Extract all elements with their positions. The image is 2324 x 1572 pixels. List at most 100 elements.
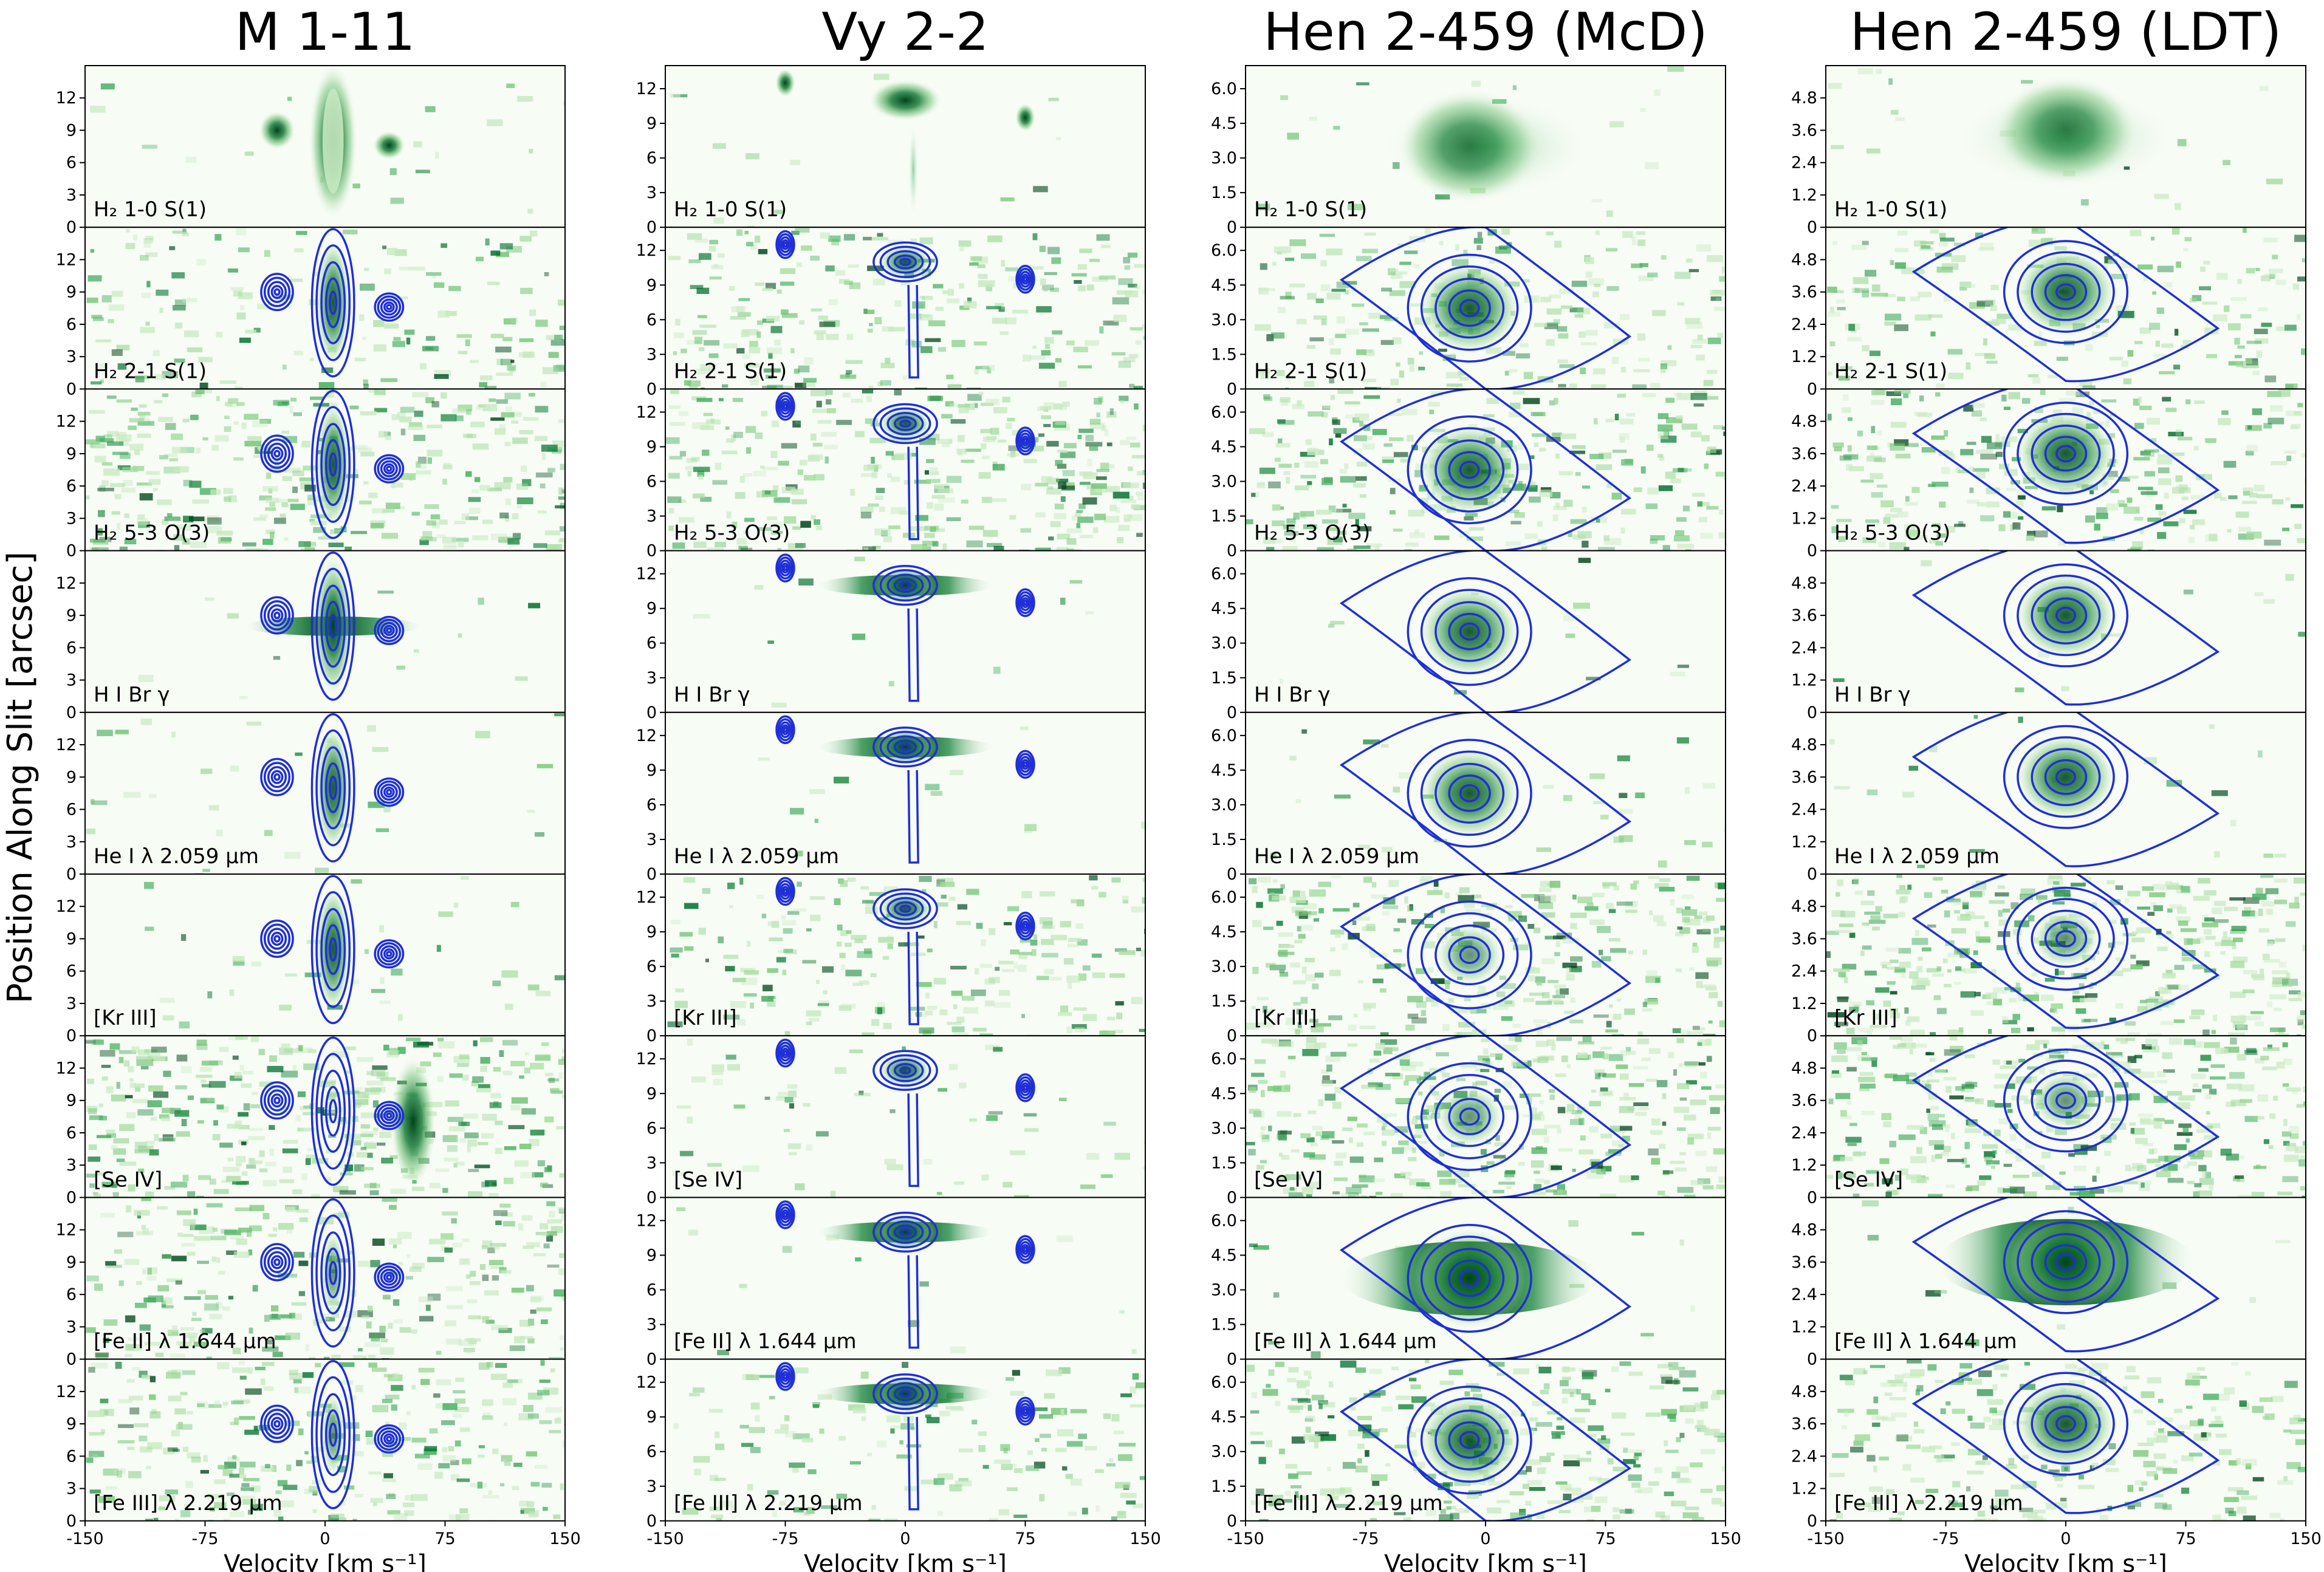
noise-pixel [163, 453, 178, 457]
noise-pixel [1060, 597, 1066, 605]
noise-pixel [1422, 941, 1436, 949]
noise-pixel [480, 1066, 487, 1072]
noise-pixel [1662, 1121, 1667, 1126]
noise-pixel [512, 533, 521, 539]
noise-pixel [541, 1042, 549, 1046]
noise-pixel [134, 1141, 148, 1149]
contour-level [781, 1209, 790, 1220]
noise-pixel [1265, 963, 1276, 968]
noise-pixel [1073, 346, 1088, 352]
noise-pixel [1594, 284, 1601, 287]
noise-pixel [493, 1246, 500, 1250]
noise-pixel [96, 1135, 111, 1138]
noise-pixel [985, 398, 999, 406]
noise-pixel [1676, 517, 1687, 522]
contour-set [1339, 1036, 1631, 1198]
noise-pixel [1557, 359, 1568, 364]
noise-pixel [527, 1501, 535, 1508]
noise-pixel [295, 1386, 311, 1394]
noise-pixel [1042, 284, 1054, 290]
contour-level [872, 726, 938, 768]
noise-pixel [1619, 1126, 1633, 1131]
contour-tail [907, 1417, 919, 1511]
noise-pixel [1509, 411, 1523, 418]
noise-pixel [1495, 1135, 1500, 1141]
noise-pixel [95, 436, 105, 442]
contour-level [1459, 460, 1480, 479]
noise-pixel [776, 289, 782, 294]
noise-pixel [262, 539, 273, 545]
contour-level [1015, 1396, 1035, 1426]
noise-pixel [1062, 1466, 1068, 1471]
noise-pixel [966, 889, 979, 895]
noise-pixel [298, 1291, 306, 1296]
contour-level [1407, 1062, 1532, 1171]
noise-pixel [1055, 1447, 1067, 1452]
y-tick-label: 1.5 [1211, 507, 1237, 526]
noise-pixel [1582, 1372, 1594, 1379]
noise-pixel [780, 281, 795, 286]
noise-pixel [436, 945, 441, 952]
noise-pixel [145, 926, 154, 931]
noise-pixel [744, 231, 749, 234]
noise-pixel [1407, 972, 1414, 979]
noise-pixel [127, 1446, 135, 1451]
noise-pixel [516, 484, 528, 490]
contour-level [320, 746, 346, 830]
noise-pixel [1278, 463, 1292, 468]
noise-pixel [1644, 998, 1659, 1005]
noise-pixel [1523, 372, 1534, 380]
emission-line-label: H₂ 2-1 S(1) [94, 359, 207, 383]
noise-pixel [1456, 1078, 1465, 1081]
noise-pixel [333, 1186, 349, 1192]
noise-pixel [1707, 1132, 1712, 1140]
noise-pixel [454, 1440, 461, 1447]
noise-pixel [235, 1036, 248, 1040]
noise-pixel [981, 443, 987, 449]
noise-pixel [1055, 137, 1061, 140]
noise-pixel [1023, 354, 1032, 362]
noise-pixel [1385, 1463, 1390, 1467]
noise-pixel [1414, 1124, 1428, 1129]
noise-pixel [1505, 905, 1513, 909]
noise-pixel [1723, 474, 1726, 480]
noise-pixel [691, 1076, 706, 1083]
noise-pixel [225, 402, 233, 406]
noise-pixel [1589, 919, 1605, 925]
noise-pixel [1625, 1047, 1631, 1052]
noise-pixel [1592, 892, 1605, 897]
noise-pixel [1452, 259, 1469, 267]
noise-pixel [767, 921, 774, 926]
noise-pixel [668, 256, 681, 261]
noise-pixel [1430, 391, 1443, 396]
noise-pixel [1440, 906, 1445, 914]
contour-level [380, 1430, 398, 1447]
noise-pixel [1650, 535, 1665, 541]
noise-pixel [331, 1313, 340, 1318]
noise-pixel [270, 1305, 279, 1312]
contour-level [320, 423, 346, 506]
noise-pixel [1426, 1105, 1441, 1113]
noise-pixel [1381, 744, 1389, 748]
noise-pixel [1116, 1012, 1123, 1020]
noise-pixel [451, 538, 469, 542]
noise-pixel [379, 1000, 391, 1004]
noise-pixel [1039, 1494, 1045, 1502]
noise-pixel [404, 1510, 414, 1516]
noise-pixel [846, 370, 852, 374]
contour-level [872, 241, 938, 282]
noise-pixel [912, 301, 925, 309]
noise-pixel [1699, 1027, 1705, 1031]
contour-level [899, 1390, 911, 1398]
noise-pixel [141, 292, 151, 298]
noise-pixel [970, 989, 986, 996]
noise-pixel [1253, 1110, 1264, 1118]
noise-pixel [998, 1509, 1009, 1516]
noise-pixel [1058, 1012, 1072, 1016]
noise-pixel [309, 519, 315, 522]
noise-pixel [1078, 285, 1086, 292]
noise-pixel [537, 1160, 546, 1167]
noise-pixel [443, 544, 457, 549]
noise-pixel [1348, 513, 1366, 519]
